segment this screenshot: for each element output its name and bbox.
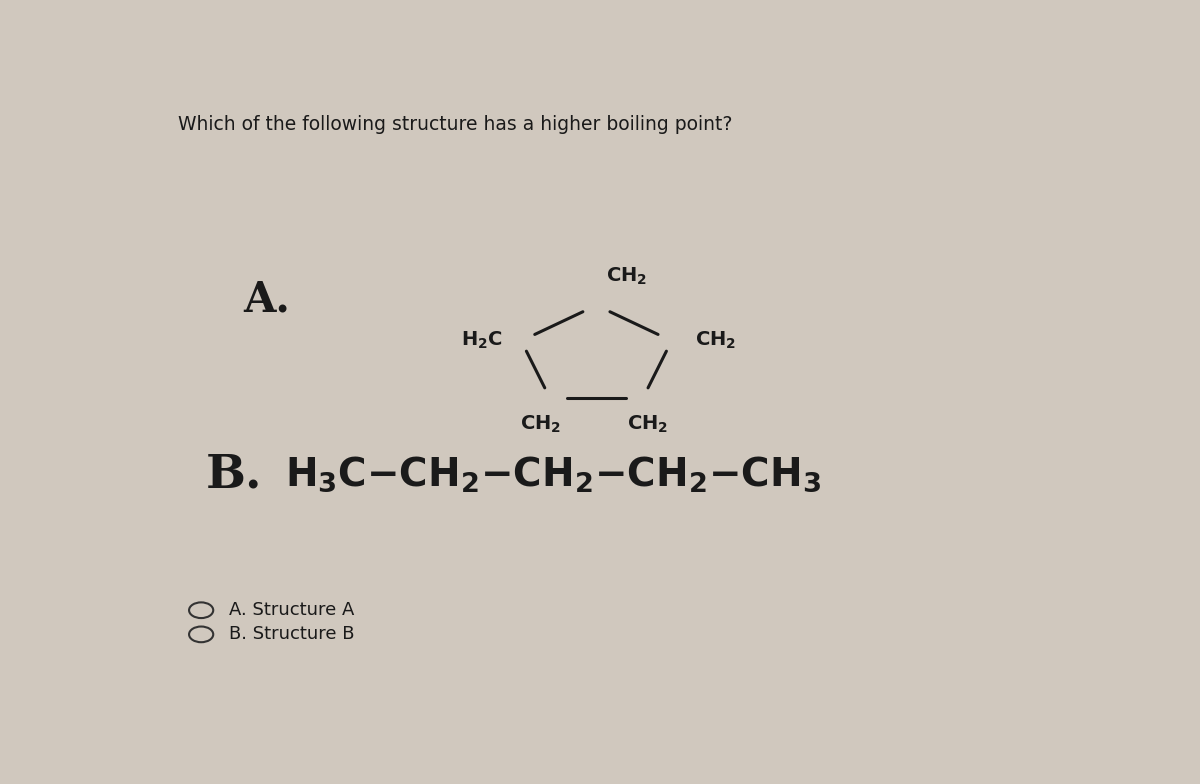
Text: B. Structure B: B. Structure B xyxy=(229,626,354,644)
Text: $\mathbf{H_3C{-}CH_2{-}CH_2{-}CH_2{-}CH_3}$: $\mathbf{H_3C{-}CH_2{-}CH_2{-}CH_2{-}CH_… xyxy=(284,455,821,494)
Text: A.: A. xyxy=(242,278,290,321)
Text: $\mathbf{CH_2}$: $\mathbf{CH_2}$ xyxy=(626,413,668,434)
Text: $\mathbf{CH_2}$: $\mathbf{CH_2}$ xyxy=(520,413,562,434)
Text: $\mathbf{H_2C}$: $\mathbf{H_2C}$ xyxy=(461,330,503,351)
Text: Which of the following structure has a higher boiling point?: Which of the following structure has a h… xyxy=(178,115,732,134)
Text: A. Structure A: A. Structure A xyxy=(229,601,354,619)
Text: $\mathbf{CH_2}$: $\mathbf{CH_2}$ xyxy=(606,266,647,287)
Text: B.: B. xyxy=(206,452,263,497)
Text: $\mathbf{CH_2}$: $\mathbf{CH_2}$ xyxy=(695,330,736,351)
